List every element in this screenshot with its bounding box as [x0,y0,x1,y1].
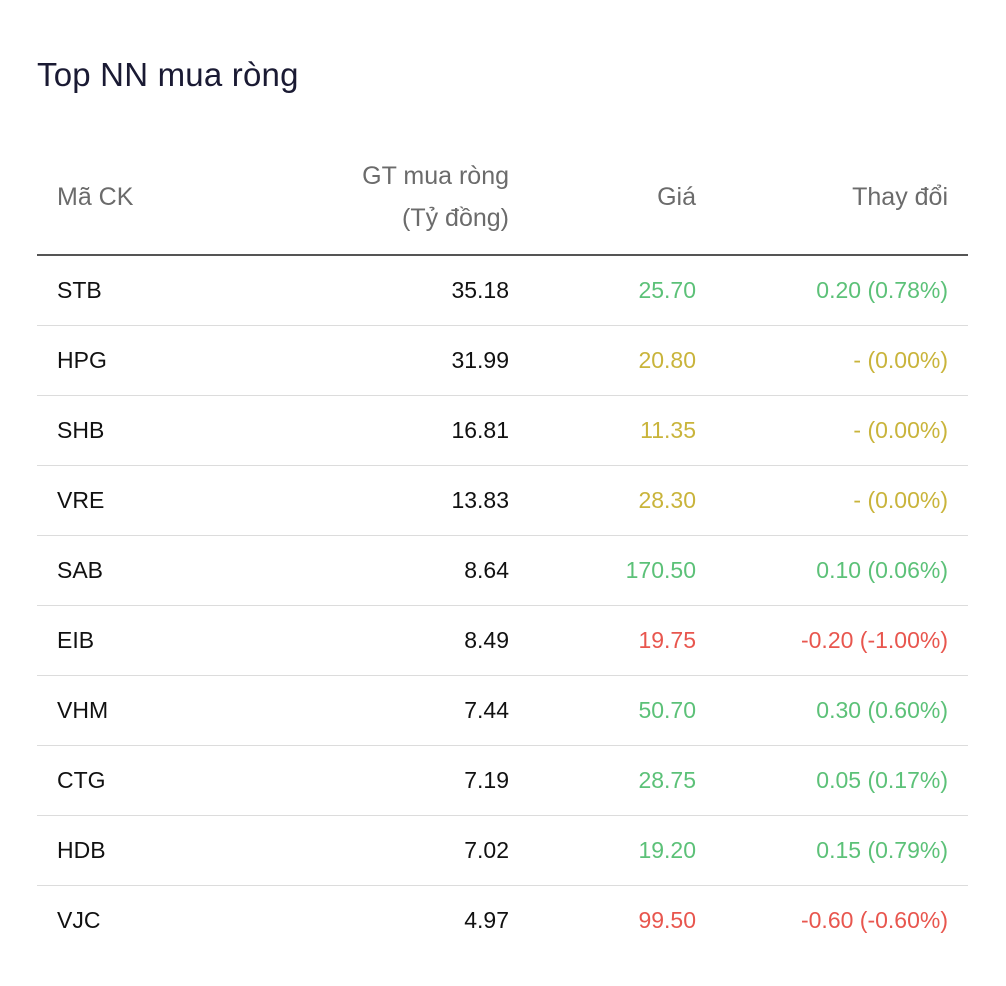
price-cell: 28.75 [529,745,716,816]
header-row: Mã CK GT mua ròng (Tỷ đồng) Giá Thay đổi [37,140,968,256]
symbol-cell[interactable]: VHM [37,675,237,746]
table-row[interactable]: VHM 7.44 50.70 0.30 (0.60%) [37,675,968,746]
header-symbol: Mã CK [37,140,237,256]
symbol-cell[interactable]: STB [37,255,237,326]
price-cell: 99.50 [638,907,696,933]
net-buy-cell: 7.44 [237,675,529,746]
change-cell: -0.60 (-0.60%) [800,907,948,933]
table-row[interactable]: HDB 7.02 19.20 0.15 (0.79%) [37,815,968,886]
change-cell: -0.20 (-1.00%) [716,605,968,676]
table-row[interactable]: SHB 16.81 11.35 - (0.00%) [37,395,968,466]
change-cell: 0.30 (0.60%) [716,675,968,746]
symbol-cell[interactable]: VJC [57,907,101,933]
header-net-buy-line1: GT mua ròng [362,162,509,190]
change-cell: 0.10 (0.06%) [716,535,968,606]
table-row[interactable]: HPG 31.99 20.80 - (0.00%) [37,325,968,396]
net-buy-cell: 7.19 [237,745,529,816]
net-buy-cell: 16.81 [237,395,529,466]
net-buy-cell: 35.18 [237,255,529,326]
table-row[interactable]: VRE 13.83 28.30 - (0.00%) [37,465,968,536]
symbol-cell[interactable]: CTG [37,745,237,816]
symbol-cell[interactable]: EIB [37,605,237,676]
table-body: STB 35.18 25.70 0.20 (0.78%) HPG 31.99 2… [37,255,968,955]
change-cell: - (0.00%) [716,465,968,536]
net-buy-cell: 8.64 [237,535,529,606]
header-net-buy: GT mua ròng (Tỷ đồng) [237,140,529,256]
table-row[interactable]: EIB 8.49 19.75 -0.20 (-1.00%) [37,605,968,676]
table-row[interactable]: CTG 7.19 28.75 0.05 (0.17%) [37,745,968,816]
net-buy-cell: 8.49 [237,605,529,676]
symbol-cell[interactable]: HDB [37,815,237,886]
net-buy-cell: 7.02 [237,815,529,886]
table-row[interactable]: SAB 8.64 170.50 0.10 (0.06%) [37,535,968,606]
symbol-cell[interactable]: SAB [37,535,237,606]
symbol-cell[interactable]: SHB [37,395,237,466]
widget-title: Top NN mua ròng [37,56,299,93]
header-change: Thay đổi [716,140,968,256]
table-header: Mã CK GT mua ròng (Tỷ đồng) Giá Thay đổi [37,140,968,256]
price-cell: 25.70 [529,255,716,326]
net-buy-table: Mã CK GT mua ròng (Tỷ đồng) Giá Thay đổi… [37,140,968,955]
net-buy-cell: 13.83 [237,465,529,536]
change-cell: 0.05 (0.17%) [716,745,968,816]
price-cell: 20.80 [529,325,716,396]
change-cell: - (0.00%) [716,395,968,466]
symbol-cell[interactable]: VRE [37,465,237,536]
table-row[interactable]: VJC 4.97 99.50 -0.60 (-0.60%) [37,886,968,956]
price-cell: 19.20 [529,815,716,886]
change-cell: 0.20 (0.78%) [716,255,968,326]
price-cell: 19.75 [529,605,716,676]
change-cell: - (0.00%) [716,325,968,396]
price-cell: 170.50 [529,535,716,606]
price-cell: 11.35 [529,395,716,466]
table-row[interactable]: STB 35.18 25.70 0.20 (0.78%) [37,255,968,326]
header-price: Giá [529,140,716,256]
price-cell: 50.70 [529,675,716,746]
header-net-buy-line2: (Tỷ đồng) [402,204,509,232]
net-buy-cell: 31.99 [237,325,529,396]
price-cell: 28.30 [529,465,716,536]
net-buy-cell: 4.97 [464,907,509,933]
change-cell: 0.15 (0.79%) [716,815,968,886]
symbol-cell[interactable]: HPG [37,325,237,396]
